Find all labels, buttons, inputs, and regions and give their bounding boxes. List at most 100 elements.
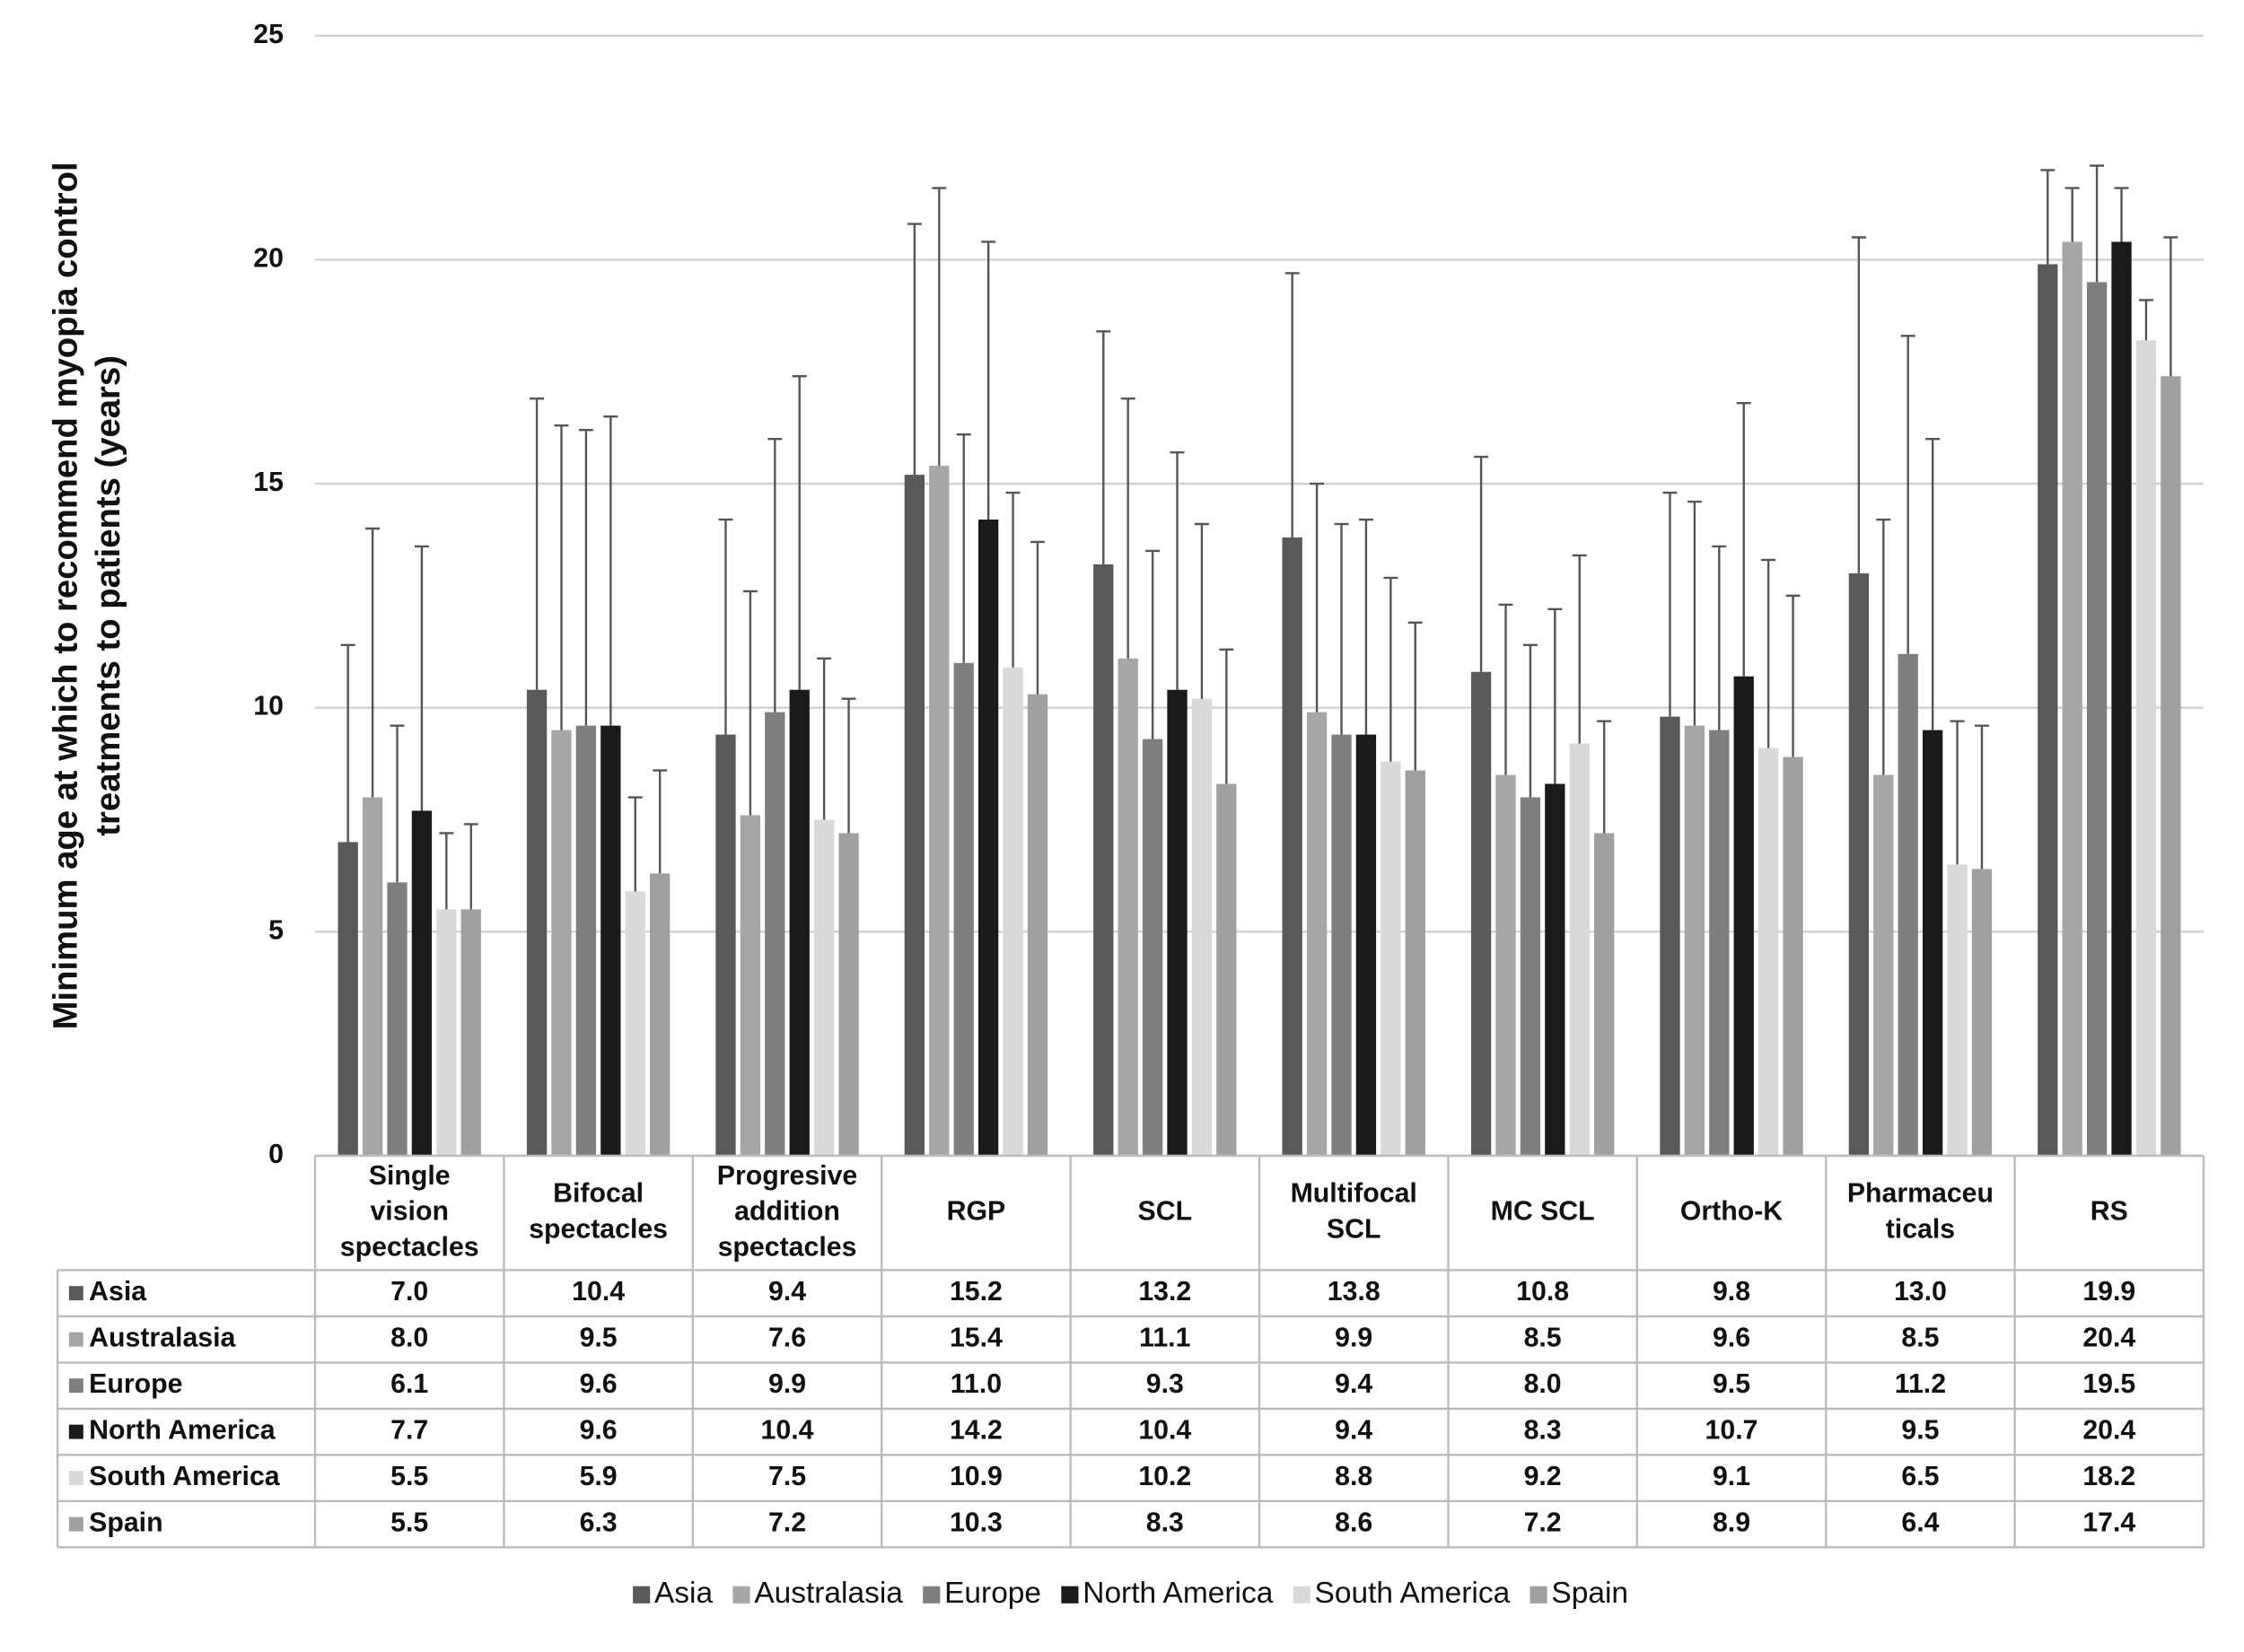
table-value: 10.2 bbox=[1138, 1462, 1191, 1491]
bar bbox=[362, 797, 383, 1156]
category-label: RGP bbox=[947, 1197, 1006, 1227]
table-row-label: Spain bbox=[89, 1508, 162, 1538]
error-bar bbox=[414, 545, 429, 811]
error-bar bbox=[1334, 522, 1349, 735]
bar bbox=[1331, 734, 1352, 1156]
table-value: 9.8 bbox=[1713, 1277, 1750, 1307]
table-value: 10.3 bbox=[950, 1508, 1003, 1538]
error-bar bbox=[1145, 549, 1161, 739]
bar bbox=[838, 833, 859, 1156]
bar bbox=[977, 520, 999, 1156]
category-label: spectacles bbox=[340, 1233, 479, 1263]
error-bar bbox=[1219, 648, 1234, 784]
bar bbox=[1898, 653, 1918, 1156]
legend-item: Spain bbox=[1530, 1577, 1628, 1610]
error-bar bbox=[2138, 299, 2153, 341]
table-value: 9.1 bbox=[1713, 1462, 1750, 1491]
error-bar bbox=[1407, 621, 1423, 771]
legend-item: Europe bbox=[923, 1577, 1041, 1610]
legend-swatch bbox=[923, 1586, 941, 1604]
bar bbox=[1191, 698, 1213, 1156]
error-bar bbox=[627, 796, 643, 892]
bar bbox=[436, 909, 457, 1156]
category-label: Multifocal bbox=[1291, 1179, 1417, 1209]
table-value: 6.5 bbox=[1901, 1462, 1939, 1491]
table-value: 7.2 bbox=[768, 1508, 806, 1538]
table-value: 10.8 bbox=[1516, 1277, 1569, 1307]
error-bar bbox=[956, 433, 971, 663]
error-bar bbox=[390, 724, 405, 883]
bar bbox=[740, 815, 761, 1156]
bar bbox=[1594, 833, 1615, 1156]
bar bbox=[929, 466, 950, 1156]
bar bbox=[2038, 264, 2058, 1156]
error-bar bbox=[907, 223, 922, 476]
table-row-label: Asia bbox=[89, 1277, 147, 1307]
table-value: 17.4 bbox=[2082, 1508, 2135, 1538]
table-value: 11.0 bbox=[951, 1369, 1002, 1399]
table-row-label: Europe bbox=[89, 1369, 182, 1399]
bar bbox=[650, 873, 671, 1156]
category-label: RS bbox=[2091, 1197, 2128, 1227]
error-bar bbox=[2040, 169, 2056, 265]
error-bar bbox=[1474, 455, 1489, 672]
bar bbox=[1167, 689, 1188, 1156]
table-value: 5.5 bbox=[390, 1508, 428, 1538]
category-label: addition bbox=[734, 1197, 840, 1227]
legend-item: North America bbox=[1061, 1577, 1274, 1610]
table-value: 19.5 bbox=[2082, 1369, 2135, 1399]
legend: Asia Australasia Europe North America South … bbox=[633, 1577, 1628, 1610]
y-tick-label: 15 bbox=[253, 468, 284, 497]
category-label: spectacles bbox=[718, 1233, 857, 1263]
bar bbox=[715, 734, 736, 1156]
error-bar bbox=[1498, 603, 1513, 775]
table-value: 8.6 bbox=[1335, 1508, 1372, 1538]
table-value: 20.4 bbox=[2082, 1416, 2135, 1446]
bar bbox=[789, 689, 810, 1156]
bar bbox=[1142, 739, 1163, 1156]
table-value: 8.8 bbox=[1335, 1462, 1372, 1491]
error-bar bbox=[1310, 482, 1325, 712]
table-value: 20.4 bbox=[2082, 1324, 2135, 1353]
bar bbox=[1093, 564, 1114, 1156]
error-bar bbox=[1761, 558, 1776, 748]
table-value: 6.3 bbox=[580, 1508, 618, 1538]
table-value: 8.3 bbox=[1524, 1416, 1562, 1446]
table-value: 9.2 bbox=[1524, 1462, 1562, 1491]
bar bbox=[1848, 573, 1870, 1156]
error-bar bbox=[1120, 398, 1135, 659]
table-value: 8.5 bbox=[1901, 1324, 1939, 1353]
error-bar bbox=[2090, 164, 2105, 283]
bar bbox=[1783, 756, 1803, 1156]
error-bar bbox=[981, 240, 996, 520]
error-bar bbox=[841, 697, 856, 834]
table-value: 9.4 bbox=[768, 1277, 806, 1307]
table-swatch bbox=[68, 1517, 83, 1532]
table-value: 10.7 bbox=[1705, 1416, 1758, 1446]
error-bar bbox=[365, 527, 381, 798]
bar bbox=[460, 909, 481, 1156]
y-tick-label: 0 bbox=[268, 1140, 284, 1169]
error-bar bbox=[792, 375, 807, 690]
table-value: 13.2 bbox=[1138, 1277, 1191, 1307]
bar bbox=[1733, 676, 1754, 1156]
y-tick-label: 5 bbox=[268, 915, 284, 945]
bar bbox=[2111, 241, 2132, 1156]
bar bbox=[387, 882, 408, 1156]
legend-swatch bbox=[1530, 1586, 1547, 1604]
category-label: Bifocal bbox=[553, 1179, 644, 1209]
error-bar bbox=[1712, 545, 1727, 730]
legend-swatch bbox=[1293, 1586, 1310, 1604]
table-value: 18.2 bbox=[2082, 1462, 2135, 1491]
table-swatch bbox=[68, 1378, 83, 1394]
category-label: SCL bbox=[1327, 1215, 1381, 1245]
table-row-label: South America bbox=[89, 1462, 281, 1491]
error-bar bbox=[1851, 236, 1866, 573]
bar bbox=[411, 810, 433, 1156]
y-axis-title-line: treatments to patients (years) bbox=[89, 355, 127, 836]
legend-label: Asia bbox=[654, 1577, 713, 1610]
table-value: 9.3 bbox=[1146, 1369, 1184, 1399]
bar bbox=[1758, 747, 1779, 1156]
bar bbox=[1709, 730, 1730, 1156]
